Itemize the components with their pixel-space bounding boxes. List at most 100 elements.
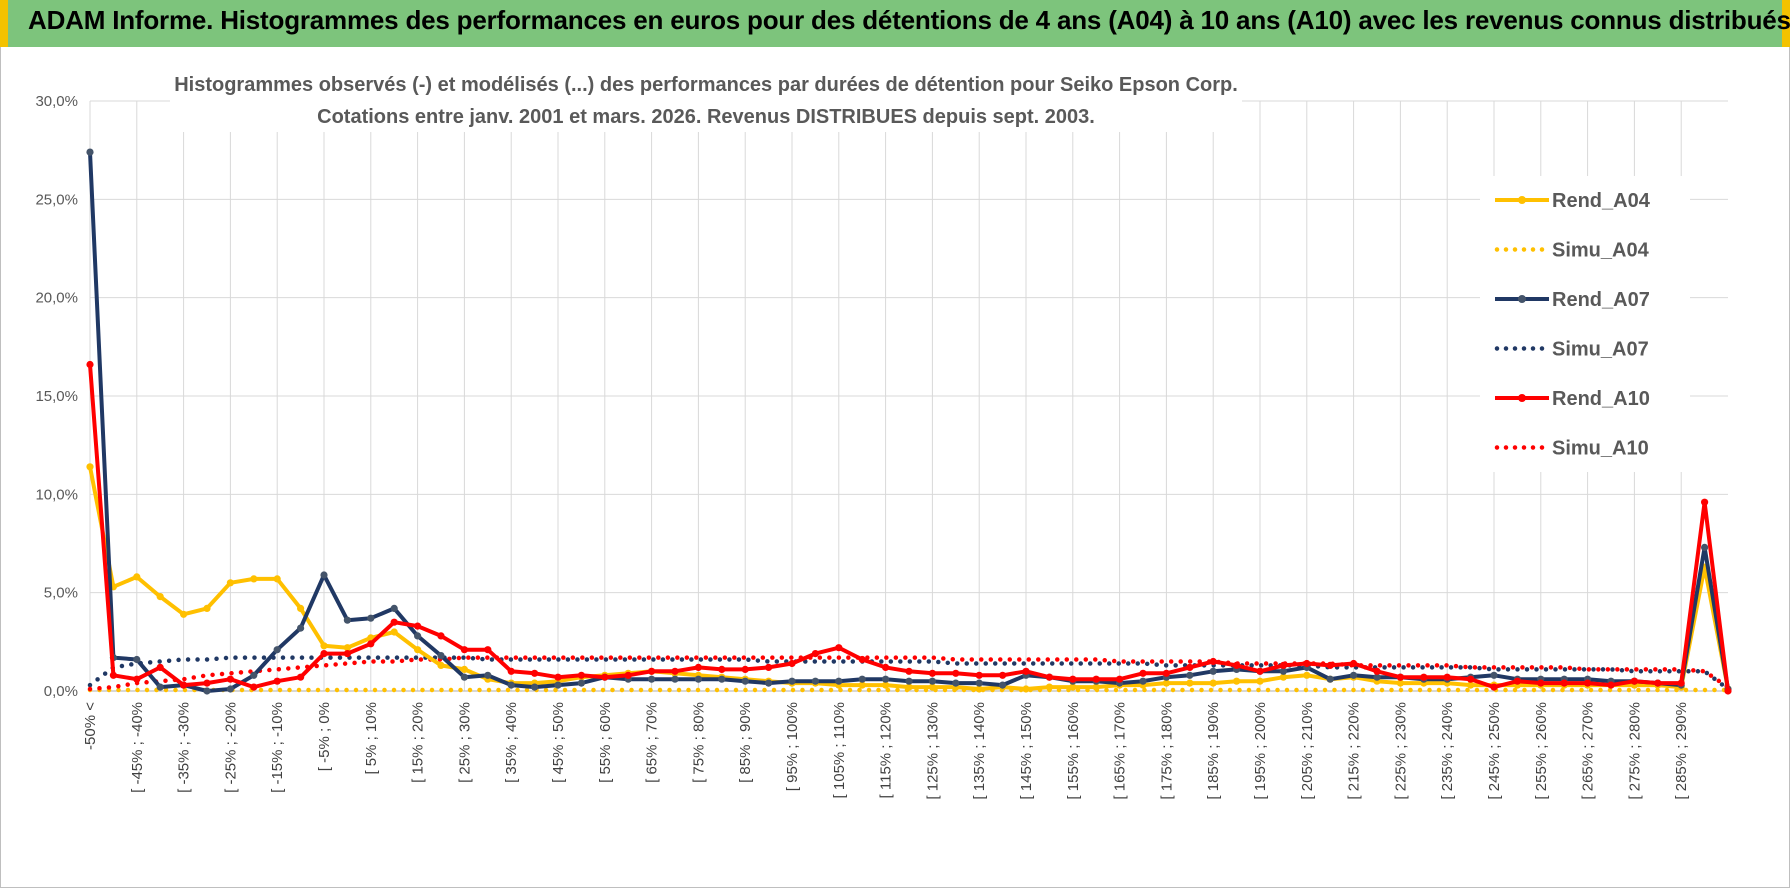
data-point-rend-a04 [156, 593, 164, 601]
data-point-rend-a07 [648, 675, 656, 683]
data-point-rend-a07 [437, 652, 445, 660]
data-point-rend-a07 [460, 673, 468, 681]
data-point-rend-a04 [390, 628, 398, 636]
legend-marker [1518, 394, 1526, 402]
x-tick-label: [ 185% ; 190% [1205, 702, 1222, 800]
data-point-rend-a07 [1350, 671, 1358, 679]
x-tick-label: [ 215% ; 220% [1346, 702, 1363, 800]
page-title: ADAM Informe. Histogrammes des performan… [28, 5, 1790, 35]
data-point-rend-a10 [1584, 679, 1592, 687]
data-point-rend-a04 [250, 575, 258, 583]
data-point-rend-a07 [741, 677, 749, 685]
data-point-rend-a10 [297, 673, 305, 681]
series-simu-a07 [87, 655, 1731, 692]
data-point-rend-a10 [1537, 679, 1545, 687]
data-point-rend-a07 [1326, 675, 1334, 683]
data-point-rend-a10 [1209, 657, 1217, 666]
data-point-rend-a04 [180, 610, 188, 618]
data-point-rend-a07 [203, 687, 211, 695]
data-point-rend-a04 [203, 604, 211, 613]
data-point-rend-a07 [905, 677, 913, 685]
x-tick-label: [ 235% ; 240% [1439, 702, 1456, 800]
data-point-rend-a10 [975, 671, 983, 679]
data-point-rend-a10 [273, 677, 281, 685]
data-point-rend-a10 [1256, 667, 1264, 675]
data-point-rend-a10 [414, 622, 422, 630]
y-tick-label: 25,0% [35, 191, 78, 208]
data-point-rend-a10 [133, 675, 141, 683]
data-point-rend-a10 [437, 632, 445, 640]
data-point-rend-a10 [1045, 673, 1053, 681]
data-point-rend-a10 [343, 650, 351, 658]
data-point-rend-a04 [460, 665, 468, 674]
data-point-rend-a04 [1209, 679, 1217, 687]
data-point-rend-a10 [531, 669, 539, 677]
data-point-rend-a07 [858, 675, 866, 683]
x-tick-label: [ 165% ; 170% [1112, 702, 1129, 800]
data-point-rend-a10 [1279, 661, 1287, 670]
data-point-rend-a07 [1490, 671, 1498, 679]
data-point-rend-a10 [507, 667, 515, 675]
data-point-rend-a07 [1209, 667, 1217, 675]
data-point-rend-a07 [999, 681, 1007, 689]
y-tick-label: 30,0% [35, 93, 78, 110]
data-point-rend-a04 [1022, 685, 1030, 693]
data-point-rend-a10 [1186, 663, 1194, 672]
data-point-rend-a10 [648, 667, 656, 675]
x-tick-label: [ 25% ; 30% [456, 702, 473, 783]
title-bar-accent-left [0, 0, 8, 47]
x-tick-label: [ 95% ; 100% [784, 702, 801, 791]
legend-marker [1518, 196, 1526, 204]
data-point-rend-a04 [1045, 683, 1053, 691]
legend-label: Rend_A10 [1552, 388, 1650, 410]
data-point-rend-a04 [414, 646, 422, 654]
data-point-rend-a10 [1022, 667, 1030, 675]
data-point-rend-a10 [1607, 681, 1615, 689]
x-tick-label: [ 65% ; 70% [644, 702, 661, 783]
series-simu-a10 [87, 655, 1731, 692]
y-tick-label: 20,0% [35, 290, 78, 307]
x-tick-label: [ -45% ; -40% [129, 702, 146, 793]
x-tick-label: [ 115% ; 120% [878, 702, 895, 798]
x-tick-label: [ 245% ; 250% [1486, 702, 1503, 800]
data-point-rend-a10 [1490, 683, 1498, 691]
data-point-rend-a07 [273, 646, 281, 654]
chart-title-background [170, 66, 1242, 132]
x-tick-label: [ 15% ; 20% [410, 702, 427, 783]
data-point-rend-a04 [1303, 671, 1311, 679]
chart-series [86, 148, 1732, 695]
data-point-rend-a10 [671, 667, 679, 675]
series-line-simu-a07 [87, 655, 1731, 692]
data-point-rend-a07 [554, 681, 562, 689]
data-point-rend-a10 [1420, 673, 1428, 681]
x-tick-label: [ 175% ; 180% [1158, 702, 1175, 800]
data-point-rend-a10 [1162, 669, 1170, 677]
data-point-rend-a10 [765, 663, 773, 672]
data-point-rend-a04 [858, 681, 866, 689]
series-rend-a10 [86, 360, 1732, 695]
title-bar-accent-right [1782, 0, 1790, 47]
x-tick-label: -50% < [82, 702, 99, 750]
x-tick-label: [ -15% ; -10% [269, 702, 286, 793]
data-point-rend-a04 [1467, 681, 1475, 689]
data-point-rend-a10 [577, 671, 586, 679]
data-point-rend-a04 [1069, 683, 1077, 691]
x-tick-label: [ 205% ; 210% [1299, 702, 1316, 800]
data-point-rend-a04 [1186, 679, 1194, 687]
x-tick-label: [ 5% ; 10% [363, 702, 380, 775]
data-point-rend-a07 [1139, 677, 1147, 685]
data-point-rend-a10 [1092, 675, 1100, 683]
data-point-rend-a07 [390, 604, 398, 613]
legend-item-rend-a04: Rend_A04 [1495, 190, 1651, 212]
data-point-rend-a10 [460, 646, 468, 654]
data-point-rend-a10 [882, 663, 890, 672]
legend-item-rend-a10: Rend_A10 [1495, 388, 1650, 410]
data-point-rend-a07 [320, 571, 328, 579]
data-point-rend-a07 [484, 671, 492, 679]
data-point-rend-a04 [1092, 683, 1100, 691]
data-point-rend-a10 [601, 673, 609, 681]
data-point-rend-a10 [1373, 667, 1381, 675]
data-point-rend-a10 [109, 671, 117, 679]
data-point-rend-a07 [835, 677, 843, 685]
data-point-rend-a07 [507, 681, 515, 689]
